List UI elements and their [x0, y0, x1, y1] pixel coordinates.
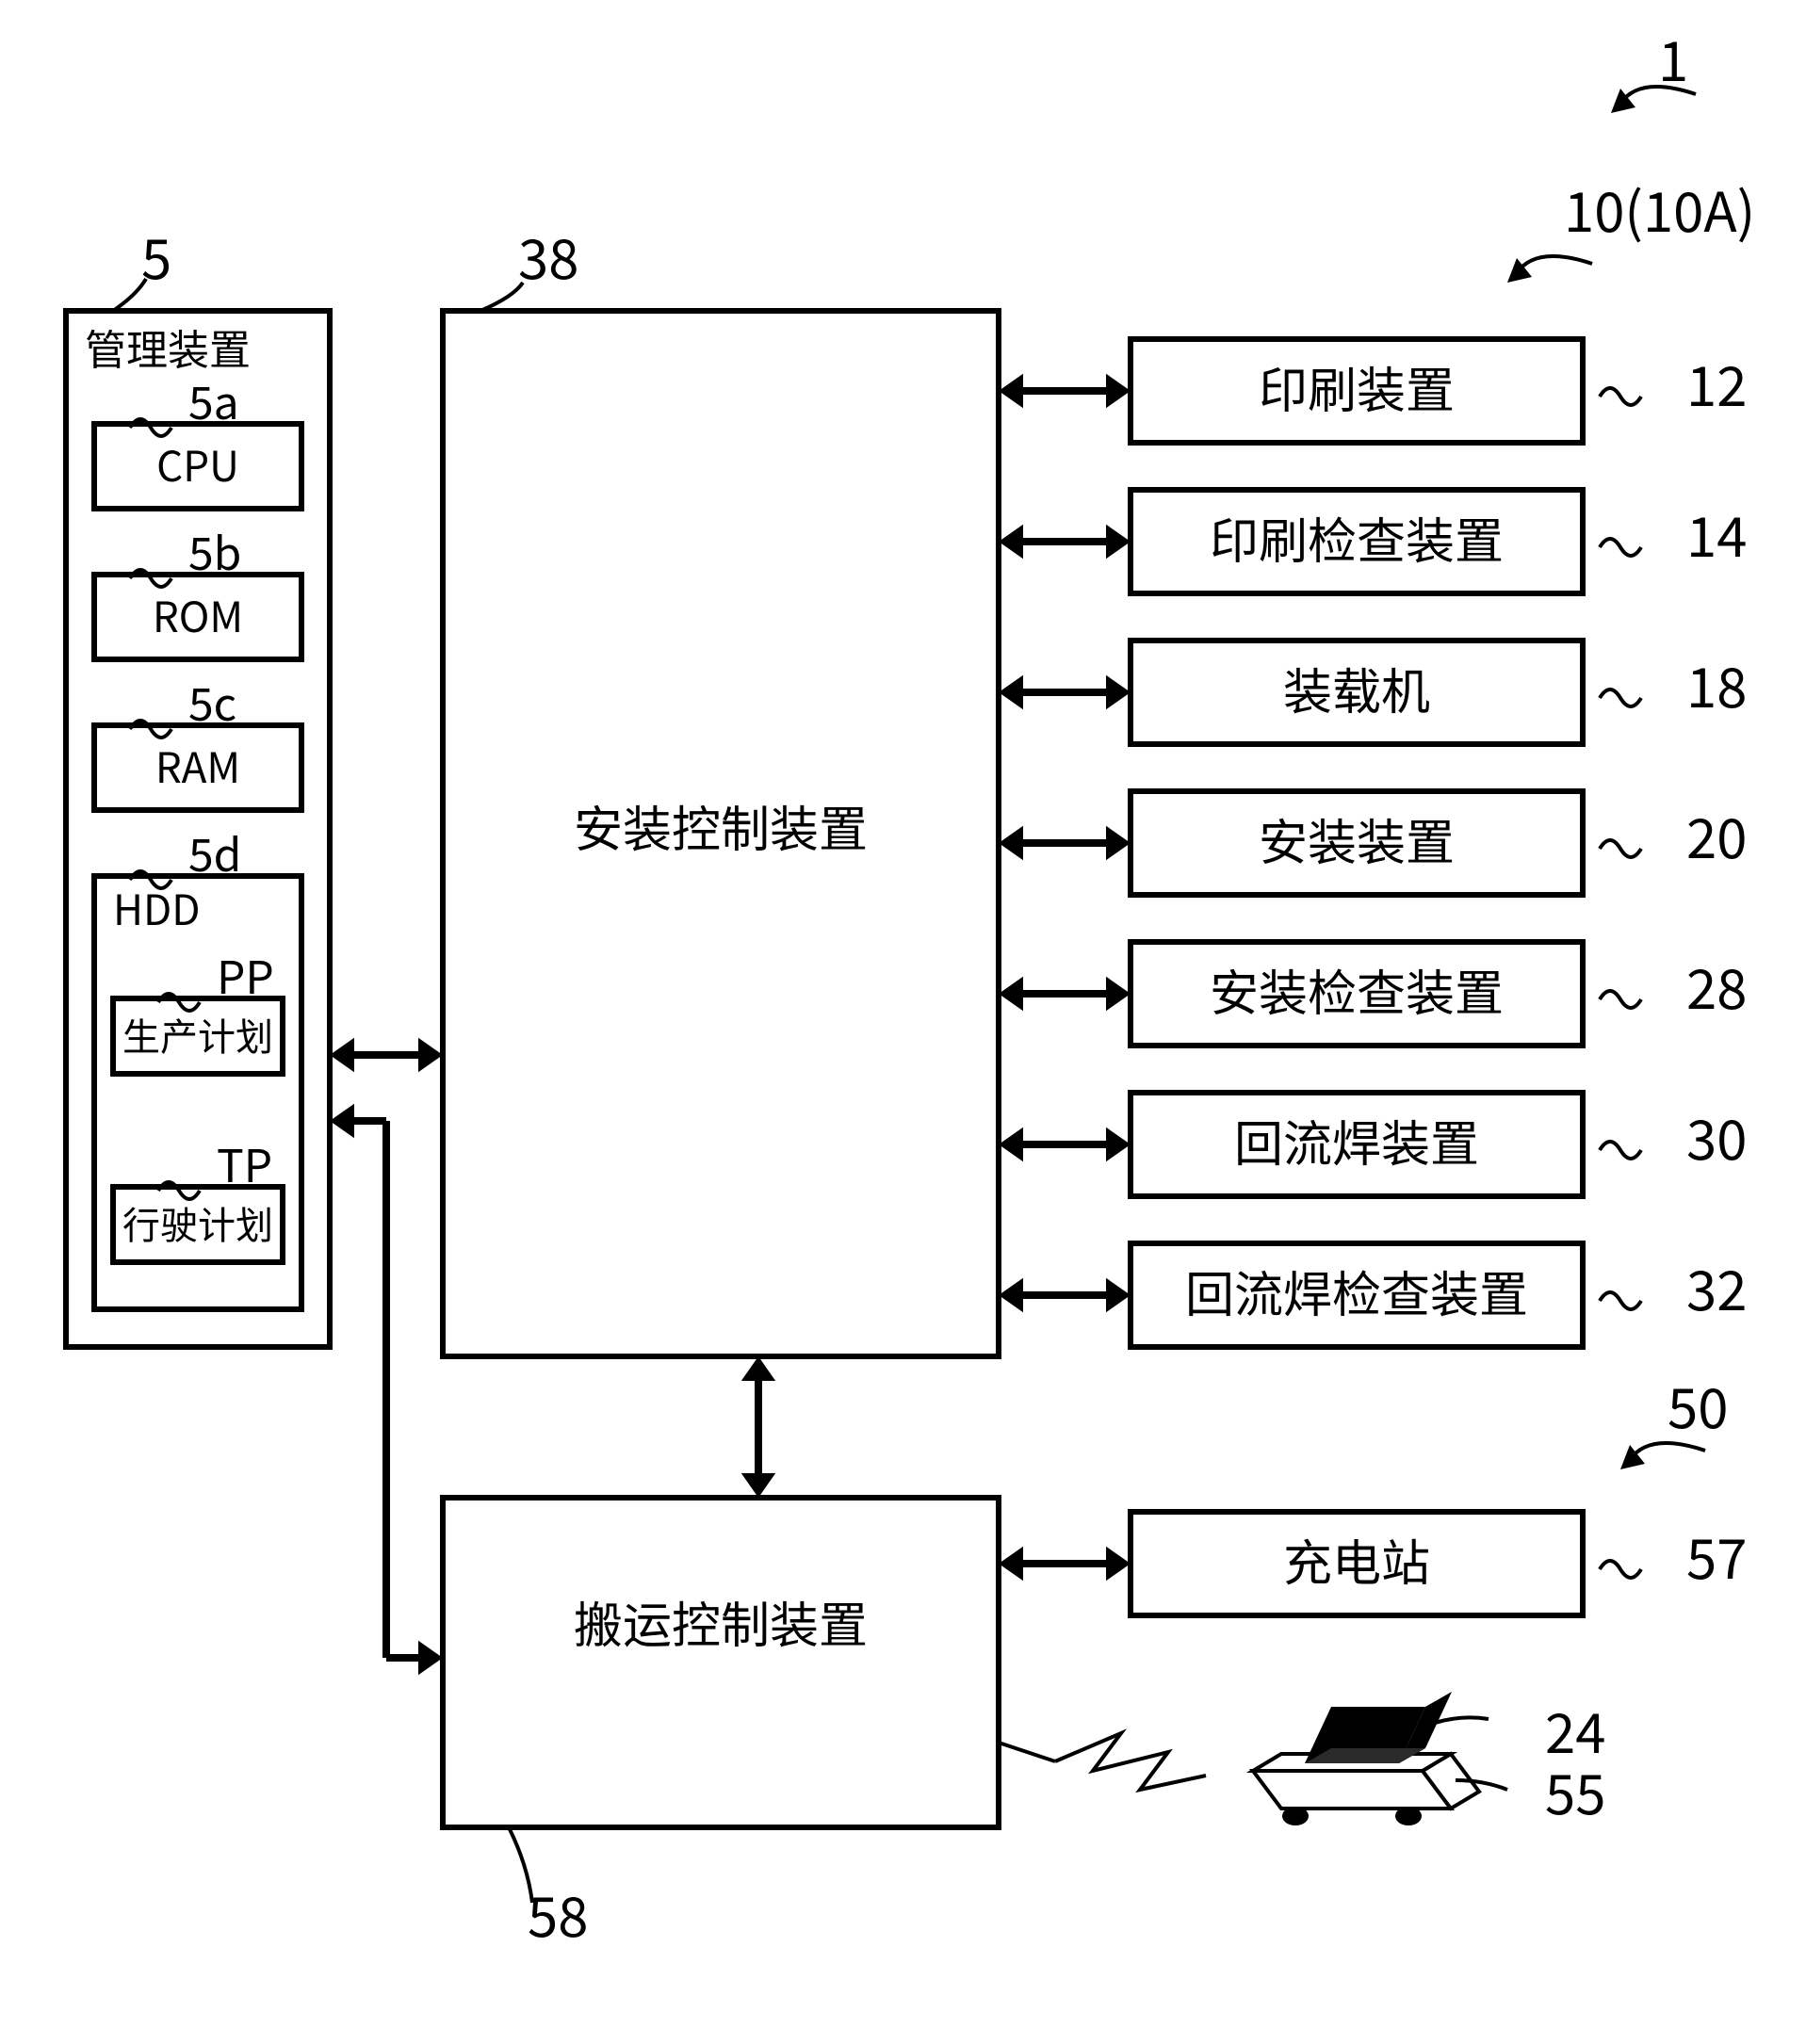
reflow_insp-label: 回流焊检查装置 [1185, 1256, 1528, 1326]
transport-ctrl-label: 搬运控制装置 [574, 1586, 868, 1657]
ref-r58: 58 [528, 1874, 588, 1953]
reflow-label: 回流焊装置 [1234, 1105, 1479, 1176]
ref-r5d: 5d [188, 819, 241, 884]
mount-label: 安装装置 [1259, 803, 1455, 874]
install-ctrl-label: 安装控制装置 [574, 790, 868, 861]
loader-label: 装载机 [1283, 653, 1430, 723]
ref-r20: 20 [1686, 795, 1747, 874]
ref-r50: 50 [1668, 1365, 1728, 1444]
ref-r5c: 5c [188, 668, 236, 734]
ref-r28: 28 [1686, 946, 1747, 1025]
tp-box-label: 行驶计划 [122, 1195, 273, 1250]
ref-r32: 32 [1686, 1247, 1747, 1326]
rom-box-label: ROM [153, 584, 243, 644]
ref-r57: 57 [1686, 1516, 1747, 1595]
ram-box-label: RAM [155, 735, 240, 795]
ref-r14: 14 [1686, 494, 1747, 573]
pp-box-label: 生产计划 [122, 1007, 273, 1062]
agv-base [1253, 1771, 1451, 1809]
ref-r5a: 5a [188, 366, 239, 432]
print_insp-label: 印刷检查装置 [1210, 502, 1504, 573]
wireless-icon [1055, 1733, 1206, 1790]
ref-r18: 18 [1686, 644, 1747, 723]
ref-r12: 12 [1686, 343, 1747, 422]
charge-station-label: 充电站 [1283, 1524, 1430, 1595]
ref-r5: 5 [141, 216, 171, 295]
print-label: 印刷装置 [1259, 351, 1455, 422]
ref-r38: 38 [518, 216, 578, 295]
ref-rTP: TP [217, 1129, 272, 1195]
ref-rPP: PP [217, 941, 274, 1007]
ref-r30: 30 [1686, 1096, 1747, 1176]
ref-r5b: 5b [188, 517, 241, 583]
ref-r10: 10(10A) [1564, 169, 1755, 248]
ref-r1: 1 [1658, 18, 1688, 97]
mount_insp-label: 安装检查装置 [1210, 954, 1504, 1025]
cpu-box-label: CPU [156, 433, 239, 494]
transport-ctrl-box [443, 1498, 999, 1827]
ref-r55: 55 [1545, 1751, 1605, 1830]
